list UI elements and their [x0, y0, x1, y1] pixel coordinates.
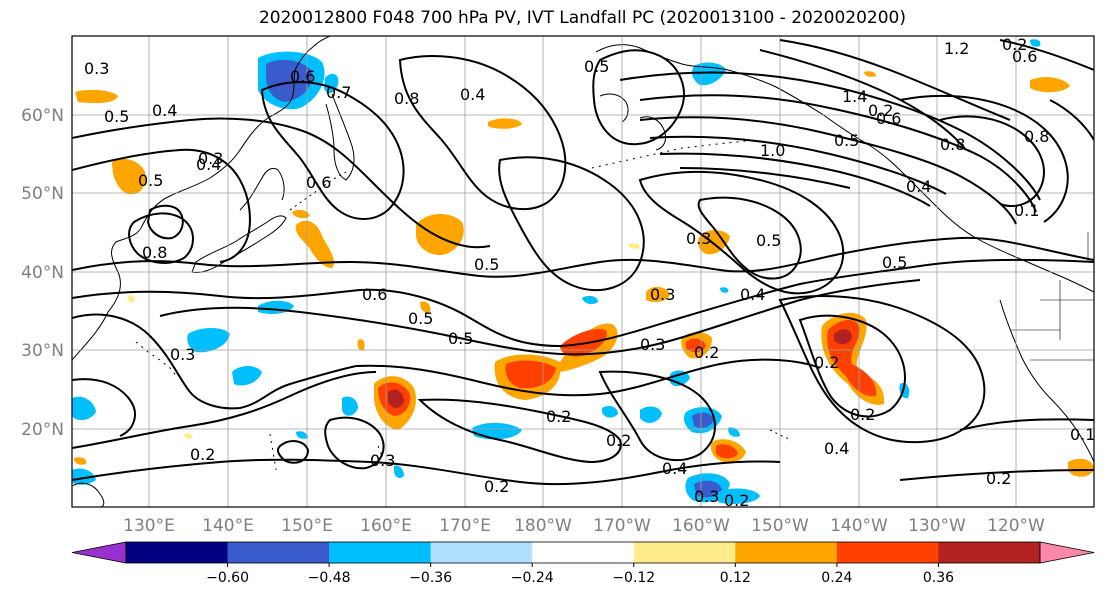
- contour-label: 0.7: [326, 83, 351, 102]
- contour-label: 0.3: [640, 335, 665, 354]
- colorbar-extend-high: [1039, 541, 1095, 564]
- lon-label: 150°W: [751, 516, 809, 536]
- longitude-labels: 130°E 140°E 150°E 160°E 170°E 180°W 170°…: [123, 516, 1045, 536]
- lat-label-20n: 20°N: [21, 420, 64, 440]
- lon-label: 130°E: [123, 516, 175, 536]
- map-title: 2020012800 F048 700 hPa PV, IVT Landfall…: [258, 8, 906, 28]
- contour-label: 0.5: [882, 253, 907, 272]
- contour-label: 0.3: [650, 285, 675, 304]
- lon-label: 160°W: [672, 516, 730, 536]
- graticule: [72, 36, 1094, 507]
- contour-label: 0.4: [196, 155, 221, 174]
- colorbar-segment: [532, 542, 635, 563]
- lon-label: 170°W: [593, 516, 651, 536]
- lon-label: 140°W: [830, 516, 888, 536]
- colorbar-segment: [126, 542, 229, 563]
- contour-label: 0.4: [662, 459, 687, 478]
- colorbar-segment: [633, 542, 736, 563]
- contour-label: 1.2: [944, 39, 969, 58]
- contour-label: 0.3: [84, 59, 109, 78]
- map-background: [72, 36, 1094, 507]
- contour-label: 0.5: [448, 329, 473, 348]
- contour-label: 0.3: [686, 229, 711, 248]
- colorbar-segment: [735, 542, 838, 563]
- contour-label: 0.2: [724, 491, 749, 510]
- contour-label: 0.6: [306, 173, 331, 192]
- colorbar-extend-low: [71, 541, 127, 564]
- contour-label: 0.2: [606, 431, 631, 450]
- contour-label: 0.5: [408, 309, 433, 328]
- contour-value-labels: 0.3 0.5 0.4 0.6 0.7 0.8 0.5 0.4 0.6 0.4 …: [84, 35, 1095, 510]
- contour-label: 0.8: [1024, 127, 1049, 146]
- contour-label: 1.0: [760, 141, 785, 160]
- contour-label: 0.5: [584, 57, 609, 76]
- contour-label: 0.8: [940, 135, 965, 154]
- contour-label: 0.2: [850, 405, 875, 424]
- contour-label: 0.4: [906, 177, 931, 196]
- contour-label: 0.2: [1002, 35, 1027, 54]
- contour-label: 0.6: [876, 109, 901, 128]
- contour-label: 0.6: [1012, 47, 1037, 66]
- colorbar-tick-label: −0.60: [206, 570, 249, 586]
- lon-label: 120°W: [987, 516, 1045, 536]
- lat-label-40n: 40°N: [21, 263, 64, 283]
- lat-label-30n: 30°N: [21, 341, 64, 361]
- lon-label: 160°E: [360, 516, 412, 536]
- contour-label: 0.6: [290, 67, 315, 86]
- lon-label: 130°W: [908, 516, 966, 536]
- contour-lines: [72, 39, 1094, 486]
- contour-label: 0.2: [814, 353, 839, 372]
- contour-label: 0.2: [546, 407, 571, 426]
- colorbar-tick-label: −0.48: [308, 570, 351, 586]
- lon-label: 140°E: [202, 516, 254, 536]
- lon-label: 170°E: [439, 516, 491, 536]
- contour-label: 0.3: [198, 149, 223, 168]
- colorbar-segment: [836, 542, 939, 563]
- contour-label: 0.3: [170, 345, 195, 364]
- colorbar-segment: [227, 542, 330, 563]
- contour-label: 0.2: [986, 469, 1011, 488]
- colorbar-segment: [329, 542, 432, 563]
- contour-label: 0.6: [362, 285, 387, 304]
- colorbar-tick-label: 0.36: [923, 570, 954, 586]
- colorbar-tick-label: −0.36: [409, 570, 452, 586]
- lat-label-50n: 50°N: [21, 184, 64, 204]
- contour-label: 0.5: [104, 107, 129, 126]
- colorbar-tick-label: −0.24: [511, 570, 554, 586]
- lat-label-60n: 60°N: [21, 106, 64, 126]
- colorbar-tick-label: −0.12: [612, 570, 655, 586]
- contour-label: 0.2: [190, 445, 215, 464]
- contour-label: 0.1: [1014, 201, 1039, 220]
- colorbar-segment: [938, 542, 1041, 563]
- contour-label: 0.2: [694, 343, 719, 362]
- contour-label: 0.2: [868, 101, 893, 120]
- contour-label: 0.2: [484, 477, 509, 496]
- colorbar: −0.60 −0.48 −0.36 −0.24 −0.12 0.12 0.24 0.36: [71, 541, 1095, 586]
- contour-label: 0.8: [394, 89, 419, 108]
- contour-label: 0.5: [138, 171, 163, 190]
- contour-label: 0.3: [694, 487, 719, 506]
- latitude-labels: 60°N 50°N 40°N 30°N 20°N: [21, 106, 64, 440]
- lon-label: 150°E: [281, 516, 333, 536]
- contour-label: 1.4: [842, 87, 867, 106]
- contour-label: 0.4: [740, 285, 765, 304]
- map-frame: [71, 35, 1095, 508]
- contour-label: 0.3: [370, 451, 395, 470]
- contour-label: 0.5: [474, 255, 499, 274]
- colorbar-segment: [430, 542, 533, 563]
- contour-label: 0.8: [142, 243, 167, 262]
- contour-label: 0.5: [756, 231, 781, 250]
- colorbar-tick-label: 0.12: [720, 570, 751, 586]
- contour-label: 0.4: [824, 439, 849, 458]
- contour-label: 0.1: [1070, 425, 1095, 444]
- contour-label: 0.4: [152, 101, 177, 120]
- colorbar-outline: [125, 541, 1041, 564]
- contour-label: 0.5: [834, 131, 859, 150]
- colorbar-tick-label: 0.24: [821, 570, 852, 586]
- contour-label: 0.4: [460, 85, 485, 104]
- lon-label: 180°W: [514, 516, 572, 536]
